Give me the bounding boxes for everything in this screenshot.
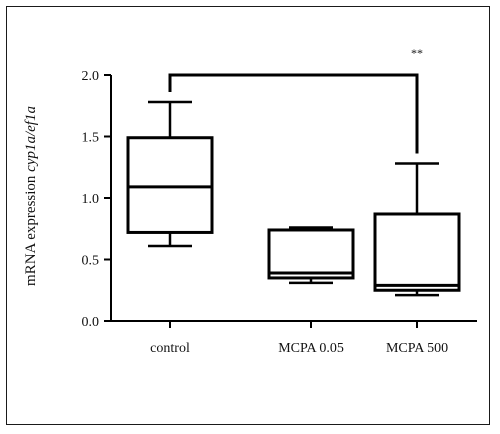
box-group bbox=[373, 162, 461, 297]
y-axis-label: mRNA expression cyp1a/ef1a bbox=[23, 106, 39, 286]
y-axis-label-italic: cyp1a/ef1a bbox=[23, 106, 39, 172]
x-tick-label: MCPA 0.05 bbox=[278, 341, 344, 356]
box-group bbox=[267, 226, 355, 285]
axes: 0.0 0.5 1.0 1.5 2.0 control MCPA 0.05 MCPA 500 bbox=[82, 69, 477, 356]
x-tick-label: MCPA 500 bbox=[386, 341, 448, 356]
y-tick-label: 1.0 bbox=[82, 192, 100, 207]
x-tick-label: control bbox=[150, 341, 190, 356]
y-axis-label-text: mRNA expression bbox=[23, 172, 39, 286]
box-group bbox=[126, 100, 214, 248]
y-tick-label: 2.0 bbox=[82, 69, 100, 84]
significance-label: ** bbox=[411, 46, 423, 60]
significance-bracket bbox=[168, 73, 419, 154]
chart-frame: 0.0 0.5 1.0 1.5 2.0 control MCPA 0.05 MCPA 500 … bbox=[6, 6, 490, 425]
box-iqr bbox=[373, 212, 461, 292]
box-iqr bbox=[267, 228, 355, 280]
y-tick-label: 0.5 bbox=[82, 254, 100, 269]
box-iqr bbox=[126, 136, 214, 234]
y-tick-label: 0.0 bbox=[82, 315, 100, 330]
y-tick-label: 1.5 bbox=[82, 131, 100, 146]
boxes bbox=[126, 100, 461, 297]
annotations: ** bbox=[168, 46, 423, 154]
